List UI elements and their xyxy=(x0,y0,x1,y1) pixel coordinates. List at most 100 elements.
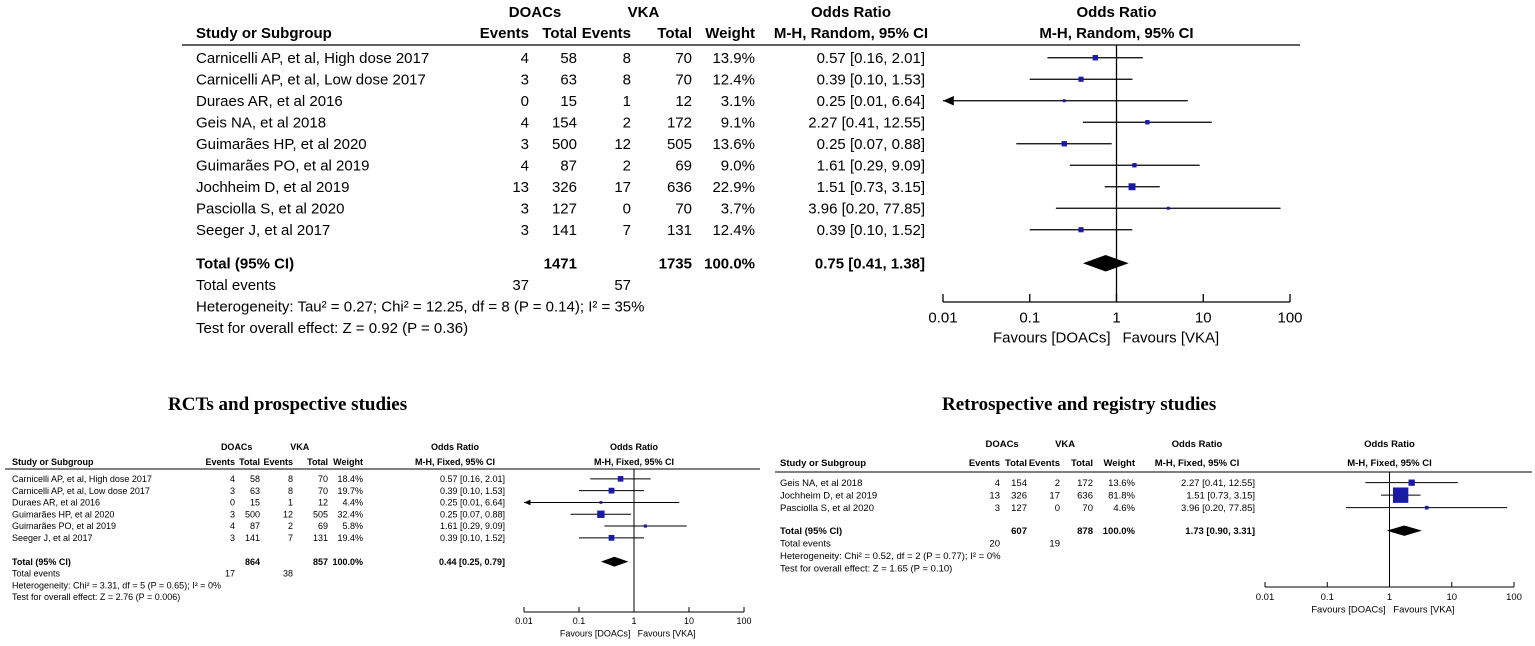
study-or-ci: 2.27 [0.41, 12.55] xyxy=(1181,478,1255,489)
study-or-ci: 1.61 [0.29, 9.09] xyxy=(817,158,925,175)
study-point-estimate xyxy=(599,501,603,504)
study-or-ci: 2.27 [0.41, 12.55] xyxy=(808,115,925,132)
header-events-vka: Events xyxy=(1029,458,1060,469)
study-events-doacs: 4 xyxy=(230,521,235,531)
header-study: Study or Subgroup xyxy=(12,457,94,467)
header-total-vka: Total xyxy=(1071,458,1093,469)
study-name: Seeger J, et al 2017 xyxy=(196,222,330,239)
study-or-ci: 1.51 [0.73, 3.15] xyxy=(817,179,925,196)
study-or-ci: 0.57 [0.16, 2.01] xyxy=(817,50,925,67)
x-tick-label: 1 xyxy=(1112,309,1120,326)
study-events-vka: 0 xyxy=(623,201,631,218)
total-events-doacs: 20 xyxy=(989,539,1000,550)
header-plot-method: M-H, Random, 95% CI xyxy=(1039,25,1193,42)
header-group-vka: VKA xyxy=(1055,439,1075,450)
study-events-vka: 17 xyxy=(1049,491,1060,502)
total-events-vka: 38 xyxy=(283,569,293,579)
study-or-ci: 1.61 [0.29, 9.09] xyxy=(440,521,505,531)
study-total-doacs: 500 xyxy=(245,509,260,519)
study-total-vka: 172 xyxy=(1077,478,1093,489)
study-total-vka: 505 xyxy=(667,136,692,153)
study-weight: 12.4% xyxy=(712,72,755,89)
x-tick-label: 10 xyxy=(684,616,694,626)
x-tick-label: 100 xyxy=(1277,309,1302,326)
total-events-doacs: 37 xyxy=(512,277,529,294)
study-or-ci: 0.25 [0.07, 0.88] xyxy=(817,136,925,153)
overall-effect-text: Test for overall effect: Z = 1.65 (P = 0… xyxy=(780,564,952,575)
study-total-doacs: 87 xyxy=(250,521,260,531)
study-total-doacs: 154 xyxy=(1011,478,1027,489)
study-total-doacs: 15 xyxy=(250,498,260,508)
study-total-doacs: 63 xyxy=(250,486,260,496)
study-point-estimate xyxy=(608,487,615,494)
study-weight: 13.6% xyxy=(1108,478,1135,489)
study-name: Guimarães PO, et al 2019 xyxy=(196,158,369,175)
study-or-ci: 3.96 [0.20, 77.85] xyxy=(808,201,925,218)
caption-rcts: RCTs and prospective studies xyxy=(168,394,408,415)
total-or-ci: 0.75 [0.41, 1.38] xyxy=(815,256,925,273)
total-weight: 100.0% xyxy=(332,557,363,567)
study-weight: 4.6% xyxy=(1113,503,1135,514)
total-doacs: 864 xyxy=(245,557,260,567)
x-tick-label: 10 xyxy=(1195,309,1212,326)
study-or-ci: 0.39 [0.10, 1.52] xyxy=(817,222,925,239)
study-weight: 12.4% xyxy=(712,222,755,239)
study-total-vka: 636 xyxy=(1077,491,1093,502)
favours-doacs-label: Favours [DOACs] xyxy=(993,330,1111,347)
study-total-vka: 69 xyxy=(675,158,692,175)
overall-effect-text: Test for overall effect: Z = 2.76 (P = 0… xyxy=(12,592,180,602)
study-events-vka: 0 xyxy=(1055,503,1060,514)
caption-retrospective: Retrospective and registry studies xyxy=(942,394,1217,415)
study-events-vka: 7 xyxy=(288,533,293,543)
study-events-doacs: 13 xyxy=(989,491,1000,502)
study-total-vka: 12 xyxy=(675,93,692,110)
study-weight: 22.9% xyxy=(712,179,755,196)
study-weight: 19.4% xyxy=(337,533,363,543)
study-total-vka: 70 xyxy=(318,474,328,484)
total-label: Total (95% CI) xyxy=(780,526,842,537)
study-total-doacs: 141 xyxy=(552,222,577,239)
study-events-doacs: 0 xyxy=(521,93,529,110)
study-events-doacs: 3 xyxy=(521,201,529,218)
study-or-ci: 0.39 [0.10, 1.52] xyxy=(440,533,505,543)
study-events-doacs: 13 xyxy=(512,179,529,196)
study-events-doacs: 3 xyxy=(230,486,235,496)
study-events-vka: 17 xyxy=(614,179,631,196)
header-events-doacs: Events xyxy=(480,25,529,42)
study-total-doacs: 326 xyxy=(1011,491,1027,502)
study-events-vka: 8 xyxy=(623,72,631,89)
study-events-doacs: 3 xyxy=(230,509,235,519)
study-total-vka: 636 xyxy=(667,179,692,196)
study-total-doacs: 326 xyxy=(552,179,577,196)
heterogeneity-text: Heterogeneity: Chi² = 3.31, df = 5 (P = … xyxy=(12,580,221,590)
header-total-doacs: Total xyxy=(239,457,260,467)
study-events-doacs: 3 xyxy=(521,222,529,239)
total-events-label: Total events xyxy=(196,277,276,294)
study-or-ci: 0.57 [0.16, 2.01] xyxy=(440,474,505,484)
study-point-estimate xyxy=(1166,206,1170,210)
study-name: Pasciolla S, et al 2020 xyxy=(196,201,344,218)
favours-doacs-label: Favours [DOACs] xyxy=(1311,605,1385,616)
study-total-doacs: 127 xyxy=(1011,503,1027,514)
header-odds-ratio: Odds Ratio xyxy=(811,4,891,21)
pooled-diamond xyxy=(600,556,629,567)
study-name: Carnicelli AP, et al, Low dose 2017 xyxy=(12,486,150,496)
study-total-vka: 131 xyxy=(313,533,328,543)
study-name: Duraes AR, et al 2016 xyxy=(12,498,100,508)
total-events-vka: 19 xyxy=(1049,539,1060,550)
header-or-method: M-H, Fixed, 95% CI xyxy=(1155,458,1239,469)
header-weight: Weight xyxy=(705,25,755,42)
study-point-estimate xyxy=(1078,76,1084,82)
header-group-vka: VKA xyxy=(290,442,310,452)
study-weight: 13.6% xyxy=(712,136,755,153)
total-label: Total (95% CI) xyxy=(196,256,294,273)
x-tick-label: 0.1 xyxy=(573,616,586,626)
study-name: Guimarães HP, et al 2020 xyxy=(196,136,367,153)
header-weight: Weight xyxy=(333,457,363,467)
x-tick-label: 10 xyxy=(1446,592,1457,603)
x-tick-label: 0.01 xyxy=(1256,592,1275,603)
total-events-doacs: 17 xyxy=(225,569,235,579)
header-total-vka: Total xyxy=(657,25,692,42)
header-events-vka: Events xyxy=(263,457,293,467)
